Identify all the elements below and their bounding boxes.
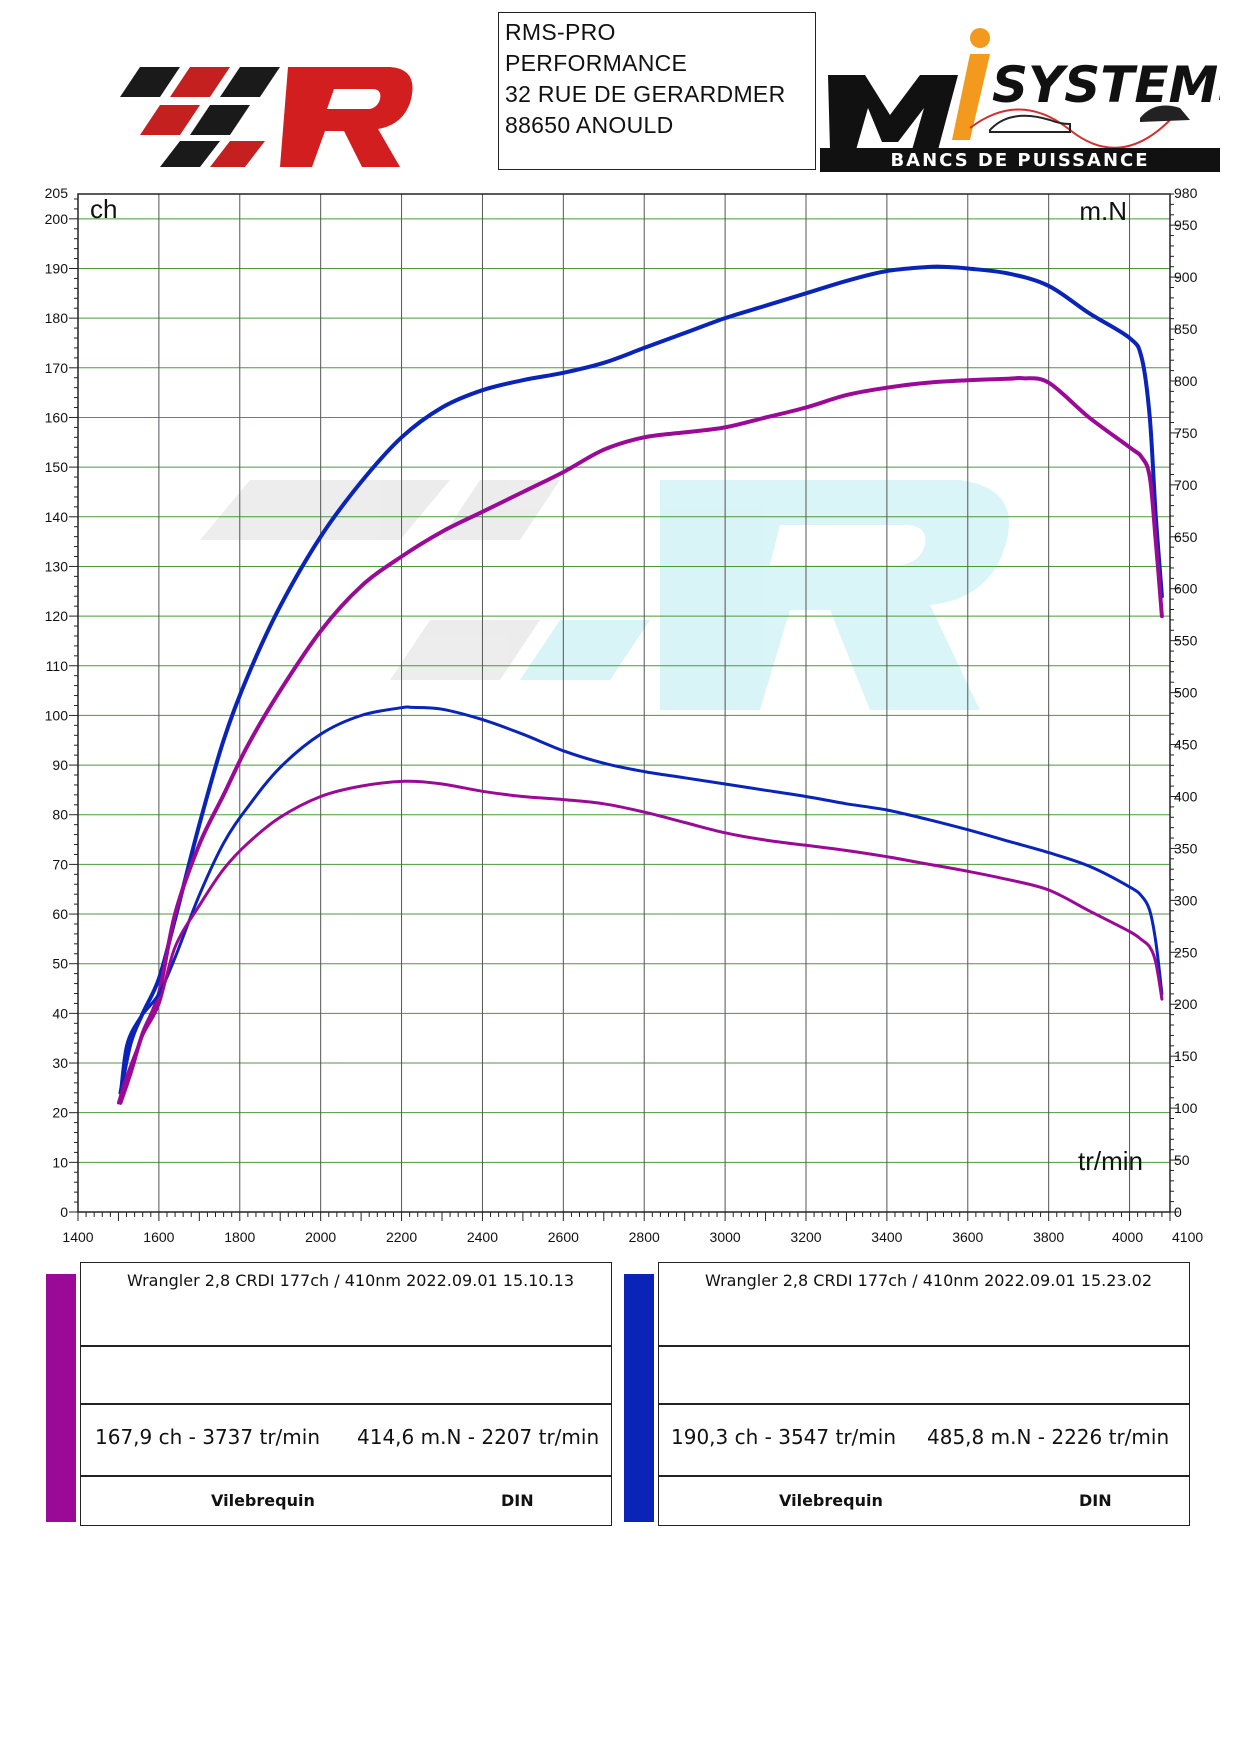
x-tick-label: 3200 (790, 1229, 821, 1245)
x-tick-label: 1400 (62, 1229, 93, 1245)
y-left-tick-label: 130 (45, 558, 69, 574)
y-left-tick-label: 200 (45, 211, 69, 227)
right-axis-unit: m.N (1079, 196, 1127, 226)
y-left-tick-label: 50 (52, 956, 68, 972)
legend-norm: DIN (501, 1491, 534, 1510)
legend-swatch (46, 1274, 76, 1522)
y-right-tick-label: 950 (1174, 217, 1198, 233)
y-right-tick-label: 550 (1174, 633, 1198, 649)
y-left-tick-label: 160 (45, 409, 69, 425)
y-left-tick-label: 120 (45, 608, 69, 624)
left-axis-unit: ch (90, 194, 117, 224)
y-right-tick-label: 900 (1174, 269, 1198, 285)
series-line-power-magenta (118, 375, 1164, 1105)
legend-box: Wrangler 2,8 CRDI 177ch / 410nm 2022.09.… (658, 1262, 1190, 1526)
y-left-tick-label: 20 (52, 1105, 68, 1121)
x-axis-unit: tr/min (1078, 1146, 1143, 1176)
y-right-tick-label: 700 (1174, 477, 1198, 493)
series-line-power-blue (118, 264, 1164, 1095)
y-left-tick-label: 150 (45, 459, 69, 475)
x-tick-label: 2800 (629, 1229, 660, 1245)
series-line-torque-magenta (116, 779, 1164, 1105)
y-right-tick-label: 350 (1174, 840, 1198, 856)
x-tick-label: 2000 (305, 1229, 336, 1245)
y-right-tick-label: 150 (1174, 1048, 1198, 1064)
y-left-tick-label: 140 (45, 509, 69, 525)
y-left-tick-label: 205 (45, 185, 69, 201)
y-left-tick-label: 40 (52, 1005, 68, 1021)
x-tick-label: 3400 (871, 1229, 902, 1245)
legend-power-peak: 167,9 ch - 3737 tr/min (95, 1425, 320, 1449)
y-left-tick-label: 100 (45, 707, 69, 723)
address-line: RMS-PRO (505, 19, 616, 45)
legend-run-2: Wrangler 2,8 CRDI 177ch / 410nm 2022.09.… (624, 1262, 1194, 1528)
y-left-tick-label: 180 (45, 310, 69, 326)
y-right-tick-label: 500 (1174, 685, 1198, 701)
x-tick-label: 2200 (386, 1229, 417, 1245)
y-left-tick-label: 10 (52, 1154, 68, 1170)
y-right-tick-label: 850 (1174, 321, 1198, 337)
legend-title: Wrangler 2,8 CRDI 177ch / 410nm 2022.09.… (705, 1271, 1153, 1290)
x-tick-label: 3800 (1033, 1229, 1064, 1245)
y-right-tick-label: 400 (1174, 788, 1198, 804)
x-tick-label: 2400 (467, 1229, 498, 1245)
y-right-tick-label: 650 (1174, 529, 1198, 545)
address-box: RMS-PRO PERFORMANCE 32 RUE DE GERARDMER … (498, 12, 816, 170)
y-left-tick-label: 60 (52, 906, 68, 922)
y-right-tick-label: 0 (1174, 1204, 1182, 1220)
logo-tagline-text: BANCS DE PUISSANCE (890, 150, 1149, 171)
logo-misystems-icon: SYSTEMS BANCS DE PUISSANCE (820, 28, 1220, 172)
legend-torque-peak: 414,6 m.N - 2207 tr/min (357, 1425, 600, 1449)
watermark-logo-icon (200, 480, 1009, 710)
x-tick-label: 1800 (224, 1229, 255, 1245)
x-tick-label: 4100 (1172, 1229, 1203, 1245)
y-right-tick-label: 450 (1174, 737, 1198, 753)
legend-measure-point: Vilebrequin (211, 1491, 315, 1510)
legend-norm: DIN (1079, 1491, 1112, 1510)
series-line-torque-blue (119, 705, 1164, 1094)
legend-title: Wrangler 2,8 CRDI 177ch / 410nm 2022.09.… (127, 1271, 575, 1290)
plot-frame (77, 193, 1171, 1213)
legend-measure-point: Vilebrequin (779, 1491, 883, 1510)
y-right-tick-label: 200 (1174, 996, 1198, 1012)
address-line: 32 RUE DE GERARDMER (505, 81, 786, 107)
y-right-tick-label: 250 (1174, 944, 1198, 960)
y-right-tick-label: 600 (1174, 581, 1198, 597)
x-tick-label: 4000 (1112, 1229, 1143, 1245)
y-right-tick-label: 100 (1174, 1100, 1198, 1116)
y-left-tick-label: 170 (45, 360, 69, 376)
y-right-tick-label: 800 (1174, 373, 1198, 389)
logo-rms-icon (120, 67, 413, 167)
legend-swatch (624, 1274, 654, 1522)
y-left-tick-label: 90 (52, 757, 68, 773)
address-line: PERFORMANCE (505, 50, 688, 76)
y-left-tick-label: 70 (52, 856, 68, 872)
address-line: 88650 ANOULD (505, 112, 674, 138)
dyno-chart: 1400 1600 1800 2000 2200 2400 2600 2800 3000 3200… (45, 185, 1204, 1245)
y-right-tick-label: 750 (1174, 425, 1198, 441)
x-tick-label: 3000 (710, 1229, 741, 1245)
legend-run-1: Wrangler 2,8 CRDI 177ch / 410nm 2022.09.… (46, 1262, 616, 1528)
y-left-tick-label: 30 (52, 1055, 68, 1071)
legend-power-peak: 190,3 ch - 3547 tr/min (671, 1425, 896, 1449)
x-tick-label: 2600 (548, 1229, 579, 1245)
legend-box: Wrangler 2,8 CRDI 177ch / 410nm 2022.09.… (80, 1262, 612, 1526)
y-right-tick-label: 50 (1174, 1152, 1190, 1168)
y-left-tick-label: 80 (52, 807, 68, 823)
y-right-tick-label: 300 (1174, 892, 1198, 908)
y-left-tick-label: 110 (46, 658, 69, 674)
y-left-tick-label: 0 (60, 1204, 68, 1220)
y-left-tick-label: 190 (45, 260, 69, 276)
legend-torque-peak: 485,8 m.N - 2226 tr/min (927, 1425, 1170, 1449)
x-tick-label: 3600 (952, 1229, 983, 1245)
y-right-tick-label: 980 (1174, 185, 1198, 201)
x-tick-label: 1600 (143, 1229, 174, 1245)
logo-systems-text: SYSTEMS (992, 56, 1220, 114)
